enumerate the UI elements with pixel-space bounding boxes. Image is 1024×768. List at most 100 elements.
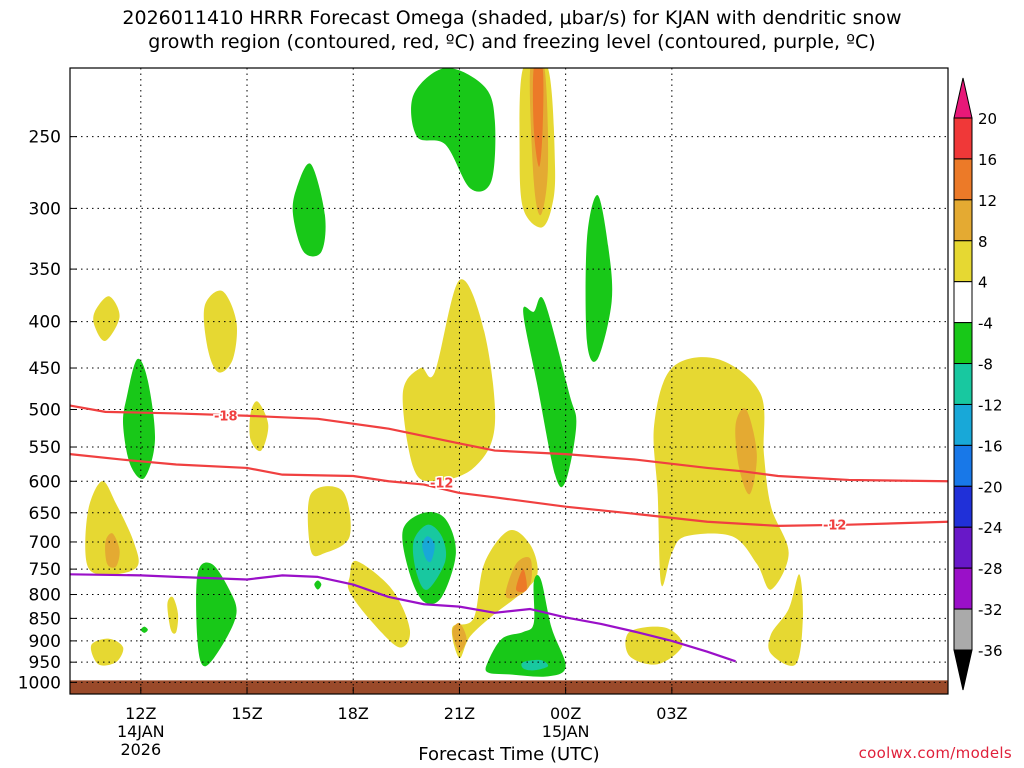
y-tick-label-750: 750	[29, 560, 61, 580]
colorbar-bin-9	[953, 485, 973, 528]
contour-label-1-1: -12	[823, 519, 847, 534]
omega-region-8	[347, 560, 411, 648]
y-tick-label-800: 800	[29, 586, 61, 606]
ground-layer	[70, 680, 948, 694]
colorbar-bin-12	[953, 608, 973, 651]
contour-line-1	[70, 453, 948, 527]
omega-region-22	[292, 163, 326, 257]
omega-region-3	[85, 481, 139, 575]
colorbar-top-triangle	[953, 77, 973, 119]
omega-region-20	[768, 574, 803, 666]
contour-label-0-0: -18	[214, 410, 238, 425]
colorbar-bin-0	[953, 117, 973, 160]
omega-region-25	[585, 195, 613, 362]
x-date-label-00Z: 15JAN	[542, 722, 590, 741]
colorbar-bin-11	[953, 567, 973, 610]
colorbar-label-6: -8	[978, 356, 993, 374]
x-tick-label-21Z: 21Z	[444, 704, 475, 723]
credit-text: coolwx.com/models	[858, 744, 1012, 762]
omega-region-16	[532, 68, 544, 167]
colorbar-label-7: -12	[978, 396, 1003, 414]
colorbar-label-13: -36	[978, 642, 1003, 660]
colorbar-bin-7	[953, 403, 973, 446]
omega-region-7	[307, 486, 351, 557]
contour-labels: -18 -12 -12	[213, 408, 848, 535]
y-tick-label-650: 650	[29, 504, 61, 524]
x-tick-label-12Z: 12Z	[125, 704, 156, 723]
omega-region-0	[93, 296, 120, 342]
colorbar-label-12: -32	[978, 601, 1003, 619]
colorbar-bin-6	[953, 363, 973, 405]
colorbar-bin-3	[953, 240, 973, 283]
omega-region-31	[521, 659, 549, 671]
colorbar-bottom-triangle	[953, 649, 973, 691]
y-tick-label-400: 400	[29, 313, 61, 333]
colorbar-label-0: 20	[978, 110, 997, 128]
omega-region-23	[411, 68, 496, 192]
colorbar-bin-10	[953, 526, 973, 569]
omega-region-19	[625, 626, 683, 665]
x-tick-label-03Z: 03Z	[656, 704, 687, 723]
colorbar-label-5: -4	[978, 315, 993, 333]
omega-region-28	[422, 536, 435, 563]
colorbar-label-10: -24	[978, 519, 1003, 537]
y-tick-label-500: 500	[29, 400, 61, 420]
y-tick-label-950: 950	[29, 653, 61, 673]
x-tick-label-18Z: 18Z	[338, 704, 369, 723]
colorbar-label-1: 16	[978, 151, 997, 169]
omega-region-21	[122, 358, 156, 480]
omega-region-29	[196, 562, 237, 667]
omega-shading	[85, 68, 803, 677]
colorbar-label-4: 4	[978, 274, 988, 292]
x-date-label-12Z: 14JAN	[117, 722, 165, 741]
y-tick-label-350: 350	[29, 260, 61, 280]
colorbar-label-8: -16	[978, 437, 1003, 455]
x-tick-label-15Z: 15Z	[231, 704, 262, 723]
y-tick-label-700: 700	[29, 533, 61, 553]
x-axis-label: Forecast Time (UTC)	[418, 744, 600, 765]
colorbar-label-9: -20	[978, 478, 1003, 496]
omega-region-33	[314, 580, 322, 590]
y-tick-label-900: 900	[29, 632, 61, 652]
y-tick-label-850: 850	[29, 609, 61, 629]
y-axis: 250 300 350 400 450 500 550 600 650 700 750 800 850 9…	[18, 128, 77, 693]
ground-strip	[70, 680, 948, 694]
omega-region-17	[653, 357, 789, 590]
colorbar-label-11: -28	[978, 560, 1003, 578]
colorbar-label-3: 8	[978, 233, 988, 251]
colorbar-bin-5	[953, 322, 973, 365]
x-year-label-12Z: 2026	[120, 740, 161, 759]
colorbar-label-2: 12	[978, 192, 997, 210]
contour-lines	[70, 404, 948, 663]
grid-lines	[70, 68, 948, 694]
colorbar-bin-8	[953, 444, 973, 487]
contour-label-1-0: -12	[430, 477, 454, 492]
y-tick-label-450: 450	[29, 359, 61, 379]
y-tick-label-600: 600	[29, 472, 61, 492]
omega-region-30	[485, 575, 566, 677]
omega-region-2	[249, 401, 269, 452]
omega-region-12	[516, 569, 527, 593]
omega-region-13	[452, 622, 467, 652]
omega-region-32	[140, 626, 148, 633]
colorbar-bin-2	[953, 199, 973, 242]
chart-title: 2026011410 HRRR Forecast Omega (shaded, …	[122, 7, 902, 53]
x-tick-label-00Z: 00Z	[550, 704, 581, 723]
y-tick-label-550: 550	[29, 438, 61, 458]
colorbar-bin-4	[953, 281, 973, 324]
contour-line-0	[70, 404, 948, 483]
colorbar: 20 16 12 8 4 -4 -8 -12 -16 -20 -24 -28 -32 -36	[953, 77, 1003, 691]
y-tick-label-1000: 1000	[18, 673, 61, 693]
y-tick-label-250: 250	[29, 128, 61, 148]
y-tick-label-300: 300	[29, 199, 61, 219]
omega-region-6	[167, 596, 179, 634]
omega-region-5	[90, 638, 124, 666]
omega-region-24	[523, 297, 577, 488]
colorbar-bin-1	[953, 158, 973, 201]
omega-region-9	[402, 279, 496, 482]
contour-line-2	[70, 573, 736, 663]
plot-frame	[69, 67, 949, 695]
omega-region-1	[203, 290, 238, 373]
